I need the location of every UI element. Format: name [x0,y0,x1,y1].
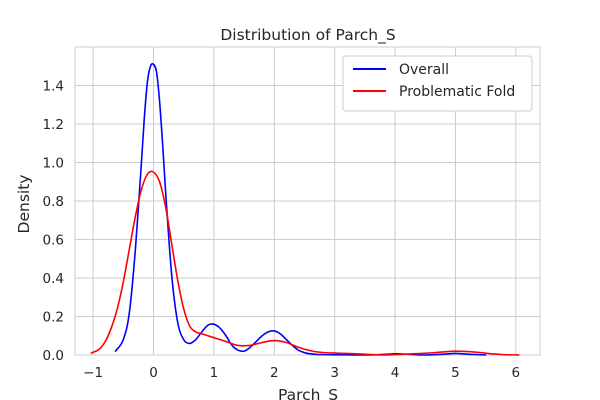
x-tick-label: 3 [330,365,339,381]
y-tick-label: 1.0 [43,156,64,172]
y-tick-labels: 0.0 0.2 0.4 0.6 0.8 1.0 1.2 1.4 [43,79,64,365]
legend-label-overall: Overall [399,62,449,78]
x-axis-label: Parch_S [278,386,338,400]
y-axis-label: Density [15,175,33,234]
y-tick-label: 0.6 [43,233,64,249]
y-tick-label: 0.8 [43,194,64,210]
y-tick-label: 1.4 [43,79,64,95]
x-tick-label: 4 [391,365,400,381]
x-tick-label: −1 [83,365,103,381]
x-tick-label: 6 [512,365,521,381]
y-tick-label: 0.2 [43,310,64,326]
y-tick-label: 0.0 [43,348,64,364]
x-tick-label: 2 [270,365,279,381]
y-tick-label: 1.2 [43,117,64,133]
chart-title: Distribution of Parch_S [220,26,395,45]
legend: Overall Problematic Fold [342,55,533,112]
series-line-problematic-fold [90,170,520,356]
legend-label-problematic-fold: Problematic Fold [399,84,515,100]
series-line-overall [114,62,487,356]
legend-box [342,55,533,112]
series-lines [90,62,520,356]
y-tick-label: 0.4 [43,271,64,287]
x-tick-label: 1 [210,365,219,381]
grid-lines [75,47,540,356]
x-tick-label: 5 [451,365,460,381]
x-tick-labels: −1 0 1 2 3 4 5 6 [83,365,520,381]
x-tick-label: 0 [149,365,158,381]
